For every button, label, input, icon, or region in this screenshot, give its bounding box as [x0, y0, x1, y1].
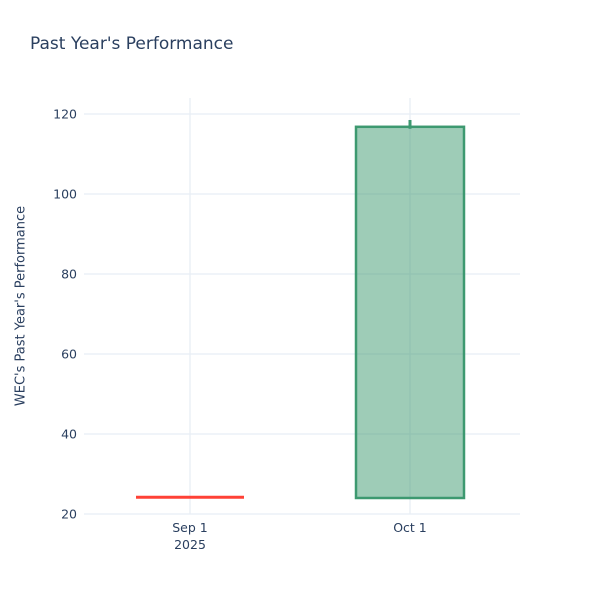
- y-tick-label: 100: [53, 187, 77, 202]
- y-tick-label: 60: [61, 347, 77, 362]
- y-tick-label: 120: [53, 107, 77, 122]
- x-tick-label: Sep 1: [172, 520, 208, 535]
- chart-title: Past Year's Performance: [30, 34, 234, 54]
- y-tick-label: 80: [61, 267, 77, 282]
- candle-body[interactable]: [354, 125, 466, 500]
- x-tick-label: Oct 1: [393, 520, 427, 535]
- y-tick-label: 40: [61, 427, 77, 442]
- y-tick-label: 20: [61, 507, 77, 522]
- x-tick-label: 2025: [174, 537, 206, 552]
- y-axis-title: WEC's Past Year's Performance: [13, 205, 29, 407]
